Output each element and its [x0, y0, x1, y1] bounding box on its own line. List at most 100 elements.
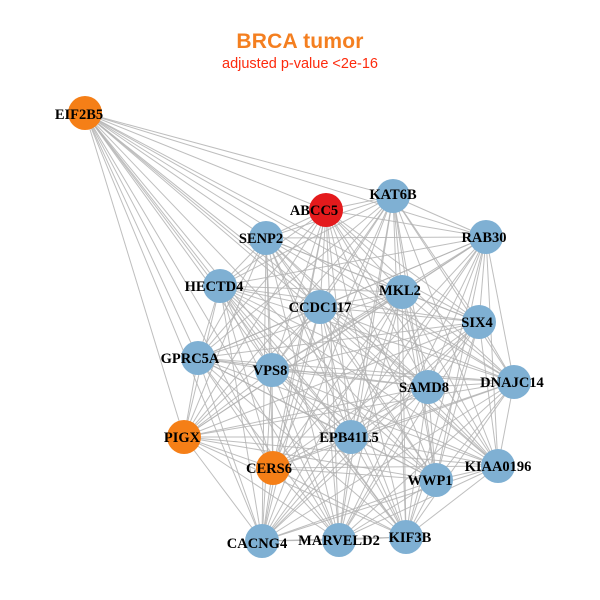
- graph-edge: [84, 112, 487, 238]
- graph-edge: [219, 285, 429, 388]
- graph-edge: [435, 236, 487, 481]
- graph-node-label-kif3b: KIF3B: [389, 530, 432, 546]
- graph-edge: [183, 436, 437, 481]
- graph-node-label-six4: SIX4: [461, 315, 492, 331]
- graph-edge: [405, 381, 515, 538]
- graph-edge: [84, 112, 515, 383]
- graph-edge: [183, 436, 499, 467]
- graph-edge: [183, 436, 407, 538]
- graph-edge: [183, 291, 403, 438]
- graph-node-kat6b[interactable]: [376, 179, 410, 213]
- graph-node-label-cers6: CERS6: [246, 461, 292, 477]
- graph-node-cers6[interactable]: [256, 451, 290, 485]
- graph-node-epb41l5[interactable]: [334, 420, 368, 454]
- graph-node-wwp1[interactable]: [419, 463, 453, 497]
- graph-edge: [271, 369, 407, 538]
- graph-edge: [183, 436, 340, 541]
- graph-edge: [427, 236, 487, 388]
- graph-edge: [84, 112, 499, 467]
- graph-node-label-marveld2: MARVELD2: [298, 533, 380, 549]
- graph-edge: [183, 321, 480, 438]
- graph-edge: [405, 321, 480, 538]
- graph-node-label-wwp1: WWP1: [407, 473, 452, 489]
- graph-edge: [84, 112, 407, 538]
- graph-edge: [325, 209, 487, 238]
- graph-node-dnajc14[interactable]: [497, 365, 531, 399]
- graph-edge: [265, 237, 352, 438]
- graph-edge: [350, 436, 499, 467]
- graph-edge: [405, 236, 487, 538]
- graph-edge: [271, 195, 394, 371]
- graph-node-gprc5a[interactable]: [181, 341, 215, 375]
- edge-layer: [84, 112, 515, 542]
- graph-edge: [265, 237, 437, 481]
- graph-edge: [271, 291, 403, 371]
- graph-node-abcc5[interactable]: [309, 193, 343, 227]
- graph-edge: [338, 386, 429, 541]
- graph-edge: [272, 381, 515, 469]
- graph-node-ccdc117[interactable]: [303, 290, 337, 324]
- graph-edge: [319, 195, 394, 308]
- graph-node-kif3b[interactable]: [389, 520, 423, 554]
- graph-edge: [265, 237, 499, 467]
- graph-node-pigx[interactable]: [167, 420, 201, 454]
- graph-node-label-abcc5: ABCC5: [290, 203, 338, 219]
- graph-edge: [197, 291, 403, 359]
- graph-edge: [338, 465, 499, 541]
- graph-edge: [485, 236, 515, 383]
- graph-node-cacng4[interactable]: [245, 524, 279, 558]
- graph-node-vps8[interactable]: [255, 353, 289, 387]
- graph-edge: [338, 195, 394, 541]
- graph-node-label-eif2b5: EIF2B5: [55, 107, 103, 123]
- graph-edge: [435, 381, 515, 481]
- graph-edge: [183, 369, 273, 438]
- graph-edge: [84, 112, 340, 541]
- graph-edge: [261, 291, 403, 542]
- graph-edge: [265, 237, 340, 541]
- graph-edge: [183, 209, 327, 438]
- graph-edge: [261, 237, 267, 542]
- graph-node-label-hectd4: HECTD4: [185, 279, 244, 295]
- graph-edge: [84, 112, 273, 371]
- graph-edge: [84, 112, 274, 469]
- graph-node-six4[interactable]: [462, 305, 496, 339]
- graph-node-label-samd8: SAMD8: [399, 380, 449, 396]
- graph-node-label-kat6b: KAT6B: [369, 187, 417, 203]
- graph-edge: [272, 321, 480, 469]
- graph-node-hectd4[interactable]: [203, 269, 237, 303]
- graph-node-rab30[interactable]: [469, 220, 503, 254]
- graph-edge: [392, 195, 480, 323]
- graph-node-senp2[interactable]: [249, 221, 283, 255]
- graph-node-label-ccdc117: CCDC117: [289, 300, 352, 316]
- graph-node-mkl2[interactable]: [385, 275, 419, 309]
- graph-node-samd8[interactable]: [411, 370, 445, 404]
- graph-edge: [197, 357, 263, 542]
- graph-edge: [261, 321, 480, 542]
- graph-edge: [197, 209, 327, 359]
- graph-node-marveld2[interactable]: [322, 523, 356, 557]
- graph-edge: [183, 306, 321, 438]
- graph-edge: [261, 306, 321, 542]
- graph-edge: [392, 195, 515, 383]
- graph-node-label-pigx: PIGX: [164, 430, 201, 446]
- graph-edge: [261, 236, 487, 542]
- graph-edge: [401, 291, 407, 538]
- graph-node-eif2b5[interactable]: [68, 96, 102, 130]
- graph-edge: [272, 465, 499, 469]
- graph-edge: [319, 306, 515, 383]
- graph-node-label-gprc5a: GPRC5A: [161, 351, 220, 367]
- graph-node-kiaa0196[interactable]: [481, 449, 515, 483]
- node-layer: [68, 96, 531, 558]
- graph-edge: [319, 306, 352, 438]
- graph-node-label-epb41l5: EPB41L5: [319, 430, 379, 446]
- graph-node-label-dnajc14: DNAJC14: [480, 375, 544, 391]
- graph-node-label-mkl2: MKL2: [379, 283, 421, 299]
- graph-edge: [219, 285, 437, 481]
- graph-edge: [350, 195, 394, 438]
- graph-edge: [219, 285, 407, 538]
- graph-node-label-cacng4: CACNG4: [227, 536, 287, 552]
- graph-edge: [338, 436, 352, 541]
- graph-edge: [84, 112, 267, 239]
